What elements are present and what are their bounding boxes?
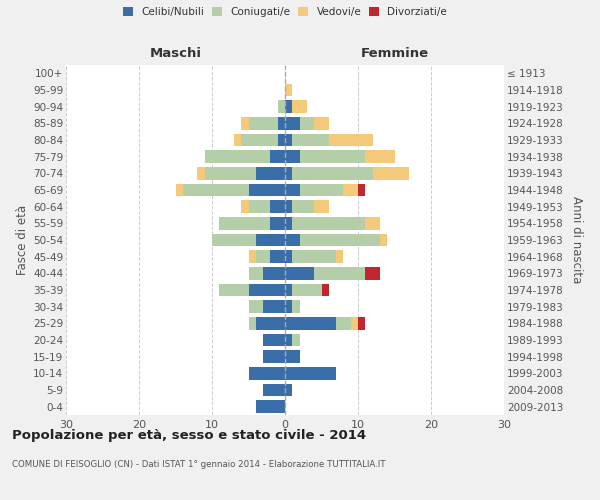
Bar xyxy=(248,267,263,280)
Bar xyxy=(292,284,322,296)
Bar xyxy=(248,317,256,330)
Bar xyxy=(256,400,285,413)
Text: Maschi: Maschi xyxy=(149,47,202,60)
Bar xyxy=(248,284,285,296)
Bar xyxy=(285,234,299,246)
Bar xyxy=(358,317,365,330)
Bar xyxy=(248,250,256,263)
Bar xyxy=(285,84,292,96)
Bar xyxy=(350,317,358,330)
Bar xyxy=(285,117,299,130)
Bar xyxy=(256,250,271,263)
Bar xyxy=(285,217,292,230)
Bar xyxy=(314,200,329,213)
Bar xyxy=(248,367,285,380)
Bar xyxy=(285,284,292,296)
Bar xyxy=(380,234,387,246)
Bar xyxy=(197,167,205,179)
Bar xyxy=(248,300,263,313)
Bar xyxy=(278,117,285,130)
Bar xyxy=(248,200,271,213)
Bar xyxy=(292,100,307,113)
Bar xyxy=(285,350,299,363)
Bar xyxy=(292,167,373,179)
Bar xyxy=(365,267,380,280)
Bar xyxy=(271,150,285,163)
Bar xyxy=(256,167,285,179)
Bar xyxy=(285,100,292,113)
Bar xyxy=(299,234,380,246)
Bar xyxy=(256,317,285,330)
Bar xyxy=(329,134,373,146)
Bar xyxy=(322,284,329,296)
Legend: Celibi/Nubili, Coniugati/e, Vedovi/e, Divorziati/e: Celibi/Nubili, Coniugati/e, Vedovi/e, Di… xyxy=(123,7,447,17)
Bar xyxy=(248,117,278,130)
Bar xyxy=(343,184,358,196)
Bar xyxy=(205,167,256,179)
Bar xyxy=(365,217,380,230)
Bar xyxy=(241,117,248,130)
Bar xyxy=(271,217,285,230)
Bar xyxy=(292,334,299,346)
Text: Popolazione per età, sesso e stato civile - 2014: Popolazione per età, sesso e stato civil… xyxy=(12,430,366,442)
Bar xyxy=(292,300,299,313)
Bar xyxy=(183,184,248,196)
Bar xyxy=(285,334,292,346)
Bar xyxy=(292,250,336,263)
Y-axis label: Anni di nascita: Anni di nascita xyxy=(570,196,583,284)
Bar xyxy=(175,184,183,196)
Bar xyxy=(285,134,292,146)
Bar xyxy=(220,284,248,296)
Bar xyxy=(285,200,292,213)
Bar xyxy=(263,267,285,280)
Bar xyxy=(256,234,285,246)
Bar xyxy=(285,317,336,330)
Text: Femmine: Femmine xyxy=(361,47,428,60)
Bar xyxy=(263,350,285,363)
Bar xyxy=(314,117,329,130)
Bar xyxy=(336,250,343,263)
Bar xyxy=(314,267,365,280)
Bar xyxy=(336,317,351,330)
Bar xyxy=(292,200,314,213)
Bar xyxy=(299,184,343,196)
Bar xyxy=(285,367,336,380)
Bar xyxy=(205,150,271,163)
Bar xyxy=(285,167,292,179)
Bar xyxy=(285,267,314,280)
Bar xyxy=(292,217,365,230)
Bar xyxy=(241,200,248,213)
Bar xyxy=(271,250,285,263)
Bar xyxy=(365,150,395,163)
Bar xyxy=(248,184,285,196)
Bar xyxy=(278,100,285,113)
Bar xyxy=(285,150,299,163)
Bar xyxy=(212,234,256,246)
Bar xyxy=(299,117,314,130)
Y-axis label: Fasce di età: Fasce di età xyxy=(16,205,29,275)
Bar xyxy=(285,250,292,263)
Bar xyxy=(285,300,292,313)
Bar xyxy=(299,150,365,163)
Bar xyxy=(263,300,285,313)
Bar xyxy=(219,217,271,230)
Bar xyxy=(263,334,285,346)
Text: COMUNE DI FEISOGLIO (CN) - Dati ISTAT 1° gennaio 2014 - Elaborazione TUTTITALIA.: COMUNE DI FEISOGLIO (CN) - Dati ISTAT 1°… xyxy=(12,460,386,469)
Bar xyxy=(358,184,365,196)
Bar xyxy=(285,184,299,196)
Bar xyxy=(278,134,285,146)
Bar xyxy=(263,384,285,396)
Bar xyxy=(285,384,292,396)
Bar xyxy=(234,134,241,146)
Bar xyxy=(241,134,278,146)
Bar xyxy=(271,200,285,213)
Bar xyxy=(373,167,409,179)
Bar xyxy=(292,134,329,146)
